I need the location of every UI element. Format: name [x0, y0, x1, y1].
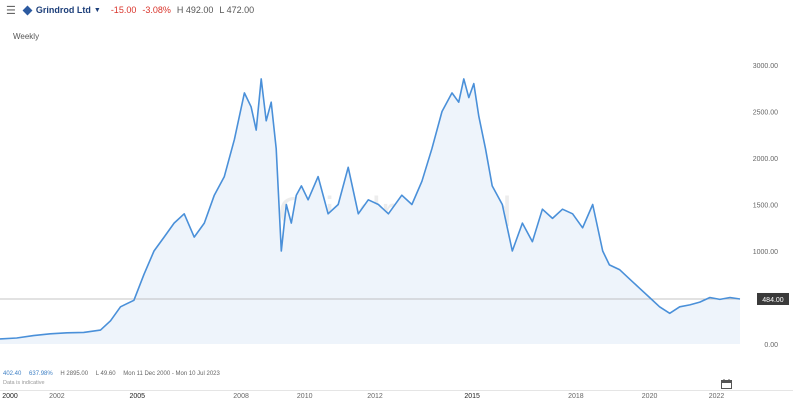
calendar-icon[interactable] [721, 379, 732, 389]
x-tick-label: 2010 [296, 393, 313, 400]
y-tick-label: 1000.00 [753, 249, 778, 256]
svg-text:484.00: 484.00 [762, 297, 784, 304]
interval-selector[interactable]: Weekly [13, 32, 40, 41]
y-tick-label: 1500.00 [753, 203, 778, 210]
x-tick-label: 2012 [367, 393, 383, 400]
change-percent: -3.08% [142, 5, 171, 15]
price-series-line[interactable] [0, 78, 741, 340]
day-low: L 472.00 [219, 5, 255, 15]
x-tick-label: 2008 [233, 393, 249, 400]
period-low: L 49.60 [95, 371, 116, 377]
x-axis: 2000 2002 2005 2008 2010 2012 2015 2018 2020 2022 [0, 390, 793, 403]
current-price-badge: 484.00 [757, 292, 789, 305]
caret-down-icon[interactable]: ▼ [93, 6, 101, 14]
x-tick-label: 2000 [2, 393, 18, 400]
instrument-name[interactable]: Grindrod Ltd [35, 5, 91, 15]
day-high: H 492.00 [176, 5, 214, 15]
footer-stats: 402.40 637.98% H 2895.00 L 49.60 Mon 11 … [3, 371, 226, 377]
x-tick-label: 2018 [568, 393, 584, 400]
x-tick-label: 2015 [464, 393, 480, 400]
first-value: 402.40 [3, 371, 22, 377]
x-tick-label: 2022 [708, 393, 725, 400]
x-tick-label: 2002 [49, 393, 65, 400]
y-tick-label: 2500.00 [753, 110, 778, 117]
hamburger-icon[interactable]: ☰ [6, 4, 16, 17]
instrument-header: ☰ Grindrod Ltd ▼ -15.00 -3.08% H 492.00 … [0, 0, 793, 20]
x-tick-label: 2005 [129, 393, 146, 400]
change-absolute: -15.00 [110, 5, 137, 15]
y-tick-label: 3000.00 [753, 63, 778, 70]
instrument-flag-icon [22, 5, 33, 15]
y-tick-label: 2000.00 [753, 156, 778, 163]
y-tick-label: 0.00 [764, 342, 778, 349]
area-fill [0, 78, 740, 345]
date-range: Mon 11 Dec 2000 - Mon 10 Jul 2023 [123, 371, 220, 377]
percent-change: 637.98% [29, 371, 53, 377]
period-high: H 2895.00 [60, 371, 89, 377]
disclaimer-text: Data is indicative [3, 380, 45, 386]
x-tick-label: 2020 [641, 393, 658, 400]
